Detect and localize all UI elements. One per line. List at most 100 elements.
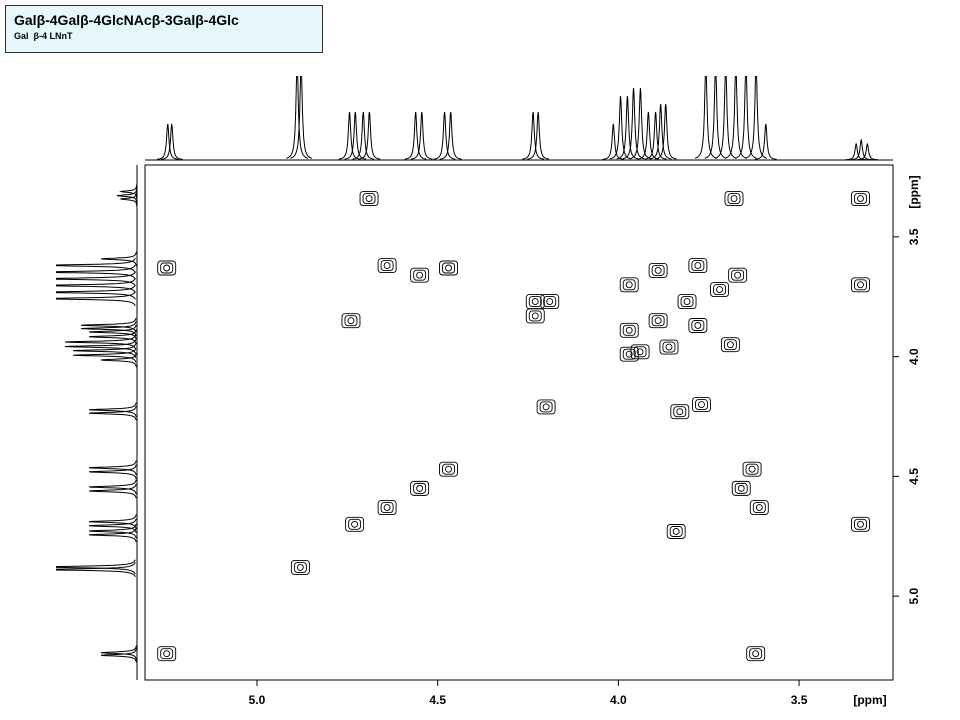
contour bbox=[654, 266, 662, 274]
contour bbox=[731, 480, 751, 496]
contour bbox=[439, 461, 458, 477]
projection-peak bbox=[100, 647, 137, 663]
cross-peak bbox=[728, 267, 748, 283]
projection-peak bbox=[100, 352, 137, 368]
contour bbox=[625, 350, 633, 358]
cross-peak bbox=[742, 461, 762, 477]
contour bbox=[651, 264, 665, 276]
contour bbox=[619, 346, 639, 362]
contour bbox=[749, 500, 769, 515]
contour bbox=[857, 520, 864, 528]
projection-peak bbox=[88, 329, 137, 345]
cross-peak bbox=[439, 461, 458, 477]
contour bbox=[347, 317, 355, 325]
cross-peak bbox=[377, 500, 397, 515]
projection-peak bbox=[56, 257, 136, 273]
contour bbox=[680, 296, 694, 307]
projection-peak bbox=[694, 76, 717, 159]
cross-peak bbox=[341, 313, 361, 329]
contour bbox=[648, 313, 668, 329]
y-tick-label: 4.5 bbox=[907, 468, 921, 485]
cross-peak bbox=[157, 646, 177, 662]
contour bbox=[659, 339, 679, 355]
contour bbox=[692, 397, 711, 412]
contour bbox=[651, 315, 665, 327]
cross-peak bbox=[851, 191, 870, 206]
projection-peak bbox=[88, 464, 137, 480]
contour bbox=[694, 262, 702, 270]
cross-peak bbox=[670, 404, 690, 420]
projection-peak bbox=[522, 111, 545, 160]
cross-peak bbox=[157, 260, 177, 276]
contour bbox=[854, 193, 867, 204]
cross-peak bbox=[688, 318, 708, 333]
contour bbox=[383, 262, 391, 270]
y-tick-label: 3.5 bbox=[907, 228, 921, 245]
contour bbox=[416, 271, 424, 279]
chart-subtitle: Gal β-4 LNnT bbox=[14, 31, 73, 41]
projection-peak bbox=[64, 334, 137, 350]
projection-peak bbox=[654, 103, 677, 160]
contour bbox=[688, 258, 708, 274]
contour bbox=[528, 296, 542, 307]
contour bbox=[854, 279, 867, 291]
projection-peak bbox=[56, 278, 136, 293]
projection-peak bbox=[72, 343, 137, 359]
contour bbox=[749, 648, 763, 660]
contour bbox=[413, 269, 427, 281]
contour bbox=[752, 650, 760, 658]
contour bbox=[377, 258, 397, 274]
projection-peak bbox=[119, 191, 138, 207]
projection-peak bbox=[439, 111, 462, 160]
contour bbox=[163, 264, 171, 272]
contour bbox=[163, 650, 171, 658]
cross-peak bbox=[851, 516, 870, 532]
contour bbox=[851, 277, 870, 293]
contour bbox=[648, 262, 668, 278]
contour bbox=[293, 561, 307, 573]
projection-peak bbox=[433, 111, 456, 160]
contour bbox=[413, 482, 427, 494]
contour bbox=[745, 463, 759, 475]
y-tick-label: 4.0 bbox=[907, 348, 921, 365]
projection-peak bbox=[88, 483, 137, 499]
contour bbox=[442, 262, 455, 274]
projection-peak bbox=[88, 402, 137, 418]
contour bbox=[746, 646, 766, 662]
contour bbox=[728, 267, 748, 283]
contour bbox=[752, 502, 766, 513]
projection-peak bbox=[80, 318, 137, 333]
contour bbox=[694, 322, 702, 329]
cross-peak bbox=[410, 267, 430, 283]
contour bbox=[622, 279, 636, 291]
contour bbox=[691, 320, 705, 331]
cross-peak bbox=[749, 500, 769, 515]
projection-peak bbox=[88, 514, 137, 530]
projection-peak bbox=[745, 76, 768, 159]
contour bbox=[445, 264, 452, 272]
contour bbox=[726, 341, 734, 349]
contour bbox=[410, 480, 430, 496]
contour bbox=[160, 648, 174, 660]
contour bbox=[857, 195, 864, 202]
projection-peak bbox=[88, 479, 137, 495]
x-tick-label: 4.0 bbox=[610, 693, 627, 707]
cross-peak bbox=[692, 397, 711, 412]
contour bbox=[359, 191, 379, 206]
title-box: Galβ-4Galβ-4GlcNAcβ-3Galβ-4Glc Gal β-4 L… bbox=[5, 5, 323, 53]
projection-peak bbox=[88, 324, 137, 340]
contour bbox=[727, 193, 741, 204]
projection-peak bbox=[156, 123, 179, 160]
contour bbox=[636, 348, 644, 356]
projection-peak bbox=[527, 111, 550, 160]
contour bbox=[341, 313, 361, 329]
contour bbox=[622, 348, 636, 360]
cross-peak bbox=[720, 337, 740, 353]
projection-peak bbox=[88, 460, 137, 476]
x-tick-label: 3.5 bbox=[791, 693, 808, 707]
y-tick-label: 5.0 bbox=[907, 587, 921, 604]
cross-peaks bbox=[157, 191, 870, 662]
projection-peak bbox=[845, 142, 867, 161]
contour bbox=[851, 191, 870, 206]
